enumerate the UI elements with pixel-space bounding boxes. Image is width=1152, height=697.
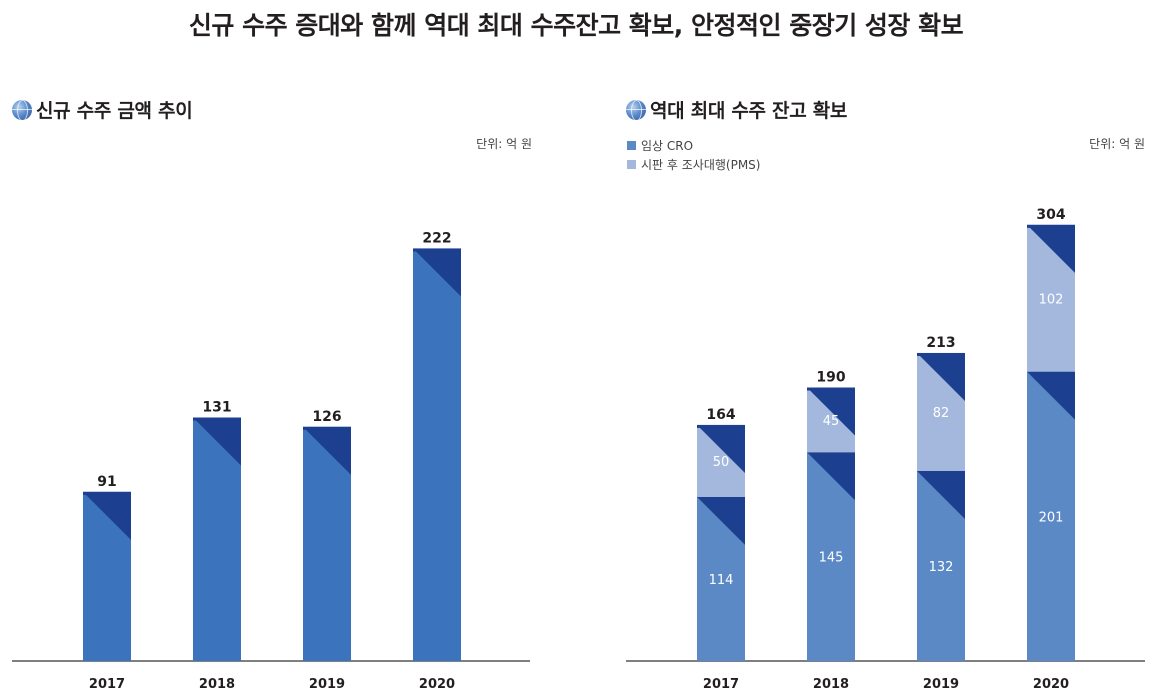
bar-shade-2019 <box>303 426 351 475</box>
segment-value-label: 102 <box>1039 292 1064 307</box>
bar-total-label: 164 <box>706 407 735 423</box>
left-chart-title-text: 신규 수주 금액 추이 <box>36 100 193 122</box>
bar-total-label: 190 <box>816 370 845 386</box>
x-tick-label: 2019 <box>923 677 959 692</box>
bar-segment-shade <box>917 352 965 401</box>
bar-value-label: 91 <box>97 474 116 490</box>
bar-value-label: 131 <box>202 400 231 416</box>
bar-segment-shade <box>697 496 745 545</box>
x-tick-label: 2017 <box>703 677 739 692</box>
x-tick-label: 2017 <box>89 677 125 692</box>
bar-2018 <box>193 417 241 661</box>
segment-value-label: 82 <box>933 406 950 421</box>
bar-shade-2020 <box>413 248 461 297</box>
bar-segment-shade <box>807 387 855 436</box>
segment-value-label: 145 <box>819 551 844 566</box>
bar-cap-2020 <box>413 248 461 252</box>
right-chart-title-text: 역대 최대 수주 잔고 확보 <box>650 100 848 122</box>
legend-label-pms: 시판 후 조사대행(PMS) <box>641 158 761 172</box>
bar-cap-2019 <box>917 352 965 356</box>
bar-2020 <box>413 248 461 661</box>
legend-swatch-pms <box>627 160 636 169</box>
segment-value-label: 132 <box>929 560 954 575</box>
bar-segment-shade <box>1027 371 1075 420</box>
bar-cap-2018 <box>807 387 855 391</box>
segment-value-label: 50 <box>713 455 730 470</box>
segment-value-label: 114 <box>709 573 734 588</box>
bar-segment-shade <box>917 471 965 519</box>
bar-cap-2018 <box>193 417 241 421</box>
legend-item-cro: 임상 CRO <box>627 136 760 155</box>
bar-cap-2020 <box>1027 224 1075 228</box>
bar-cap-2017 <box>697 424 745 428</box>
x-tick-label: 2018 <box>199 677 235 692</box>
globe-icon <box>626 99 646 120</box>
left-chart-unit: 단위: 억 원 <box>476 137 532 151</box>
bar-shade-2017 <box>83 491 131 540</box>
bar-segment-shade <box>697 424 745 473</box>
bar-value-label: 222 <box>422 230 451 246</box>
x-tick-label: 2018 <box>813 677 849 692</box>
globe-icon <box>12 99 32 120</box>
right-chart-legend: 임상 CRO 시판 후 조사대행(PMS) <box>627 136 760 174</box>
bar-total-label: 213 <box>926 335 955 351</box>
legend-item-pms: 시판 후 조사대행(PMS) <box>627 155 760 174</box>
x-tick-label: 2019 <box>309 677 345 692</box>
bar-segment-shade <box>1027 224 1075 273</box>
segment-value-label: 45 <box>823 414 840 429</box>
bar-value-label: 126 <box>312 409 341 425</box>
right-chart-unit: 단위: 억 원 <box>1089 137 1145 151</box>
bar-segment-shade <box>807 452 855 501</box>
bar-cap-2017 <box>83 491 131 495</box>
left-chart-title: 신규 수주 금액 추이 <box>12 96 193 123</box>
right-chart-title: 역대 최대 수주 잔고 확보 <box>626 96 847 123</box>
bar-total-label: 304 <box>1036 207 1065 223</box>
segment-value-label: 201 <box>1039 510 1064 525</box>
legend-label-cro: 임상 CRO <box>641 139 694 153</box>
bar-segment-cro <box>1027 371 1075 661</box>
bar-cap-2019 <box>303 426 351 430</box>
x-tick-label: 2020 <box>1033 677 1069 692</box>
x-tick-label: 2020 <box>419 677 455 692</box>
legend-swatch-cro <box>627 141 636 150</box>
bar-shade-2018 <box>193 417 241 466</box>
page-title: 신규 수주 증대와 함께 역대 최대 수주잔고 확보, 안정적인 중장기 성장 … <box>188 11 964 40</box>
